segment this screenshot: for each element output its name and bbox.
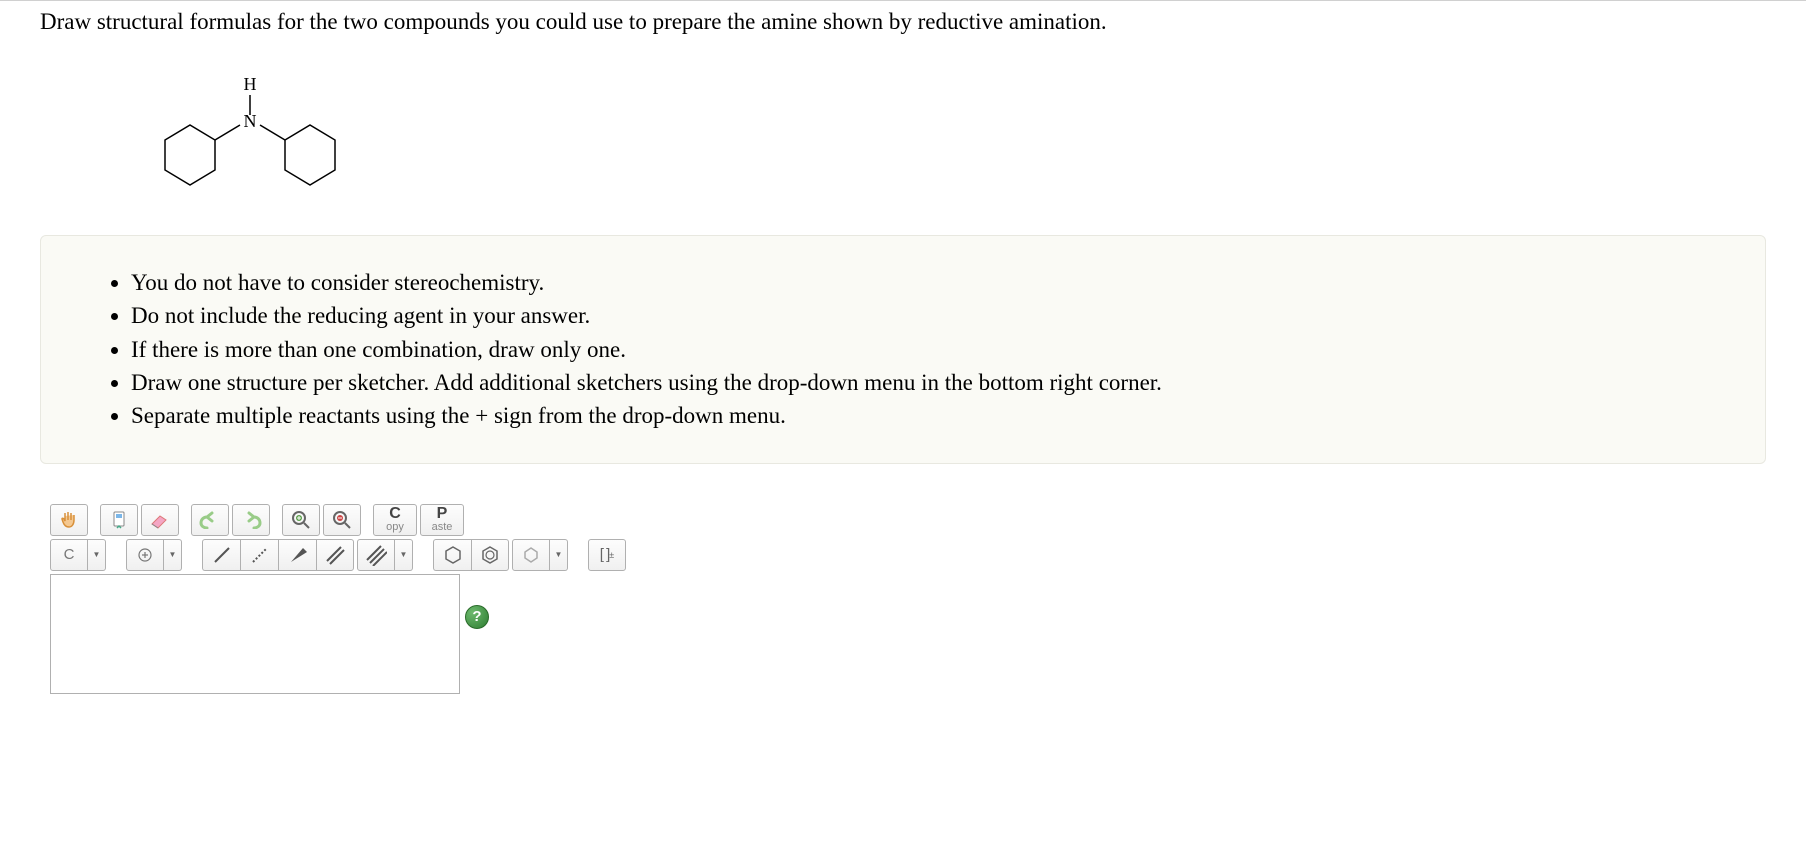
element-picker[interactable]: C — [50, 539, 88, 571]
benzene-tool[interactable] — [471, 539, 509, 571]
erase-tool[interactable] — [141, 504, 179, 536]
paste-tool[interactable]: P aste — [420, 504, 464, 536]
clear-tool[interactable] — [100, 504, 138, 536]
pan-tool[interactable] — [50, 504, 88, 536]
toolbar-row-2: C ▼ ▼ — [50, 539, 860, 571]
copy-tool[interactable]: C opy — [373, 504, 417, 536]
instruction-item: Do not include the reducing agent in you… — [131, 299, 1725, 332]
ring-dropdown[interactable]: ▼ — [550, 539, 568, 571]
paste-label-top: P — [437, 506, 448, 522]
ring-tool[interactable] — [512, 539, 550, 571]
help-button[interactable]: ? — [465, 605, 489, 629]
atom-label-n: N — [244, 111, 257, 131]
element-dropdown[interactable]: ▼ — [88, 539, 106, 571]
toolbar-row-1: C opy P aste — [50, 504, 860, 536]
wedge-bond-tool[interactable] — [278, 539, 316, 571]
zoom-out-tool[interactable] — [323, 504, 361, 536]
charge-dropdown[interactable]: ▼ — [164, 539, 182, 571]
triple-bond-tool[interactable] — [357, 539, 395, 571]
single-bond-tool[interactable] — [202, 539, 240, 571]
undo-tool[interactable] — [191, 504, 229, 536]
bracket-tool[interactable]: [ ]± — [588, 539, 626, 571]
instructions-box: You do not have to consider stereochemis… — [40, 235, 1766, 464]
redo-tool[interactable] — [232, 504, 270, 536]
double-bond-tool[interactable] — [316, 539, 354, 571]
molecule-structure: N H — [110, 55, 390, 205]
bond-dropdown[interactable]: ▼ — [395, 539, 413, 571]
paste-label-bottom: aste — [432, 522, 453, 533]
sketcher-canvas[interactable]: ? — [50, 574, 460, 694]
copy-label-top: C — [389, 506, 401, 522]
charge-tool[interactable] — [126, 539, 164, 571]
instruction-item: Draw one structure per sketcher. Add add… — [131, 366, 1725, 399]
cyclohexane-tool[interactable] — [433, 539, 471, 571]
instruction-item: If there is more than one combination, d… — [131, 333, 1725, 366]
instruction-item: Separate multiple reactants using the + … — [131, 399, 1725, 432]
question-text: Draw structural formulas for the two com… — [40, 9, 1766, 35]
atom-label-h: H — [244, 74, 257, 94]
sketcher-widget: C opy P aste C ▼ ▼ — [50, 504, 860, 694]
copy-label-bottom: opy — [386, 522, 404, 533]
instruction-item: You do not have to consider stereochemis… — [131, 266, 1725, 299]
zoom-in-tool[interactable] — [282, 504, 320, 536]
dotted-bond-tool[interactable] — [240, 539, 278, 571]
